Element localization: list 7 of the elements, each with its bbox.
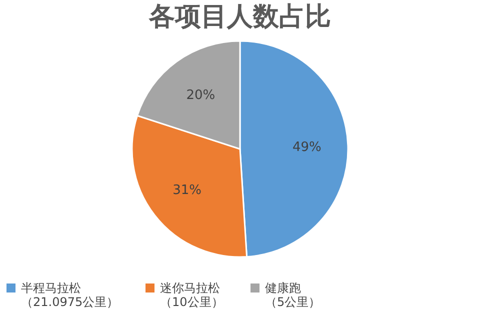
legend-label: 半程马拉松（21.0975公里）	[21, 281, 119, 309]
data-label: 31%	[172, 183, 202, 198]
data-label: 20%	[186, 88, 216, 103]
legend-label: 健康跑（5公里）	[265, 281, 321, 309]
data-label: 49%	[292, 140, 322, 155]
legend-label: 迷你马拉松（10公里）	[160, 281, 224, 309]
chart-title: 各项目人数占比	[148, 2, 331, 32]
